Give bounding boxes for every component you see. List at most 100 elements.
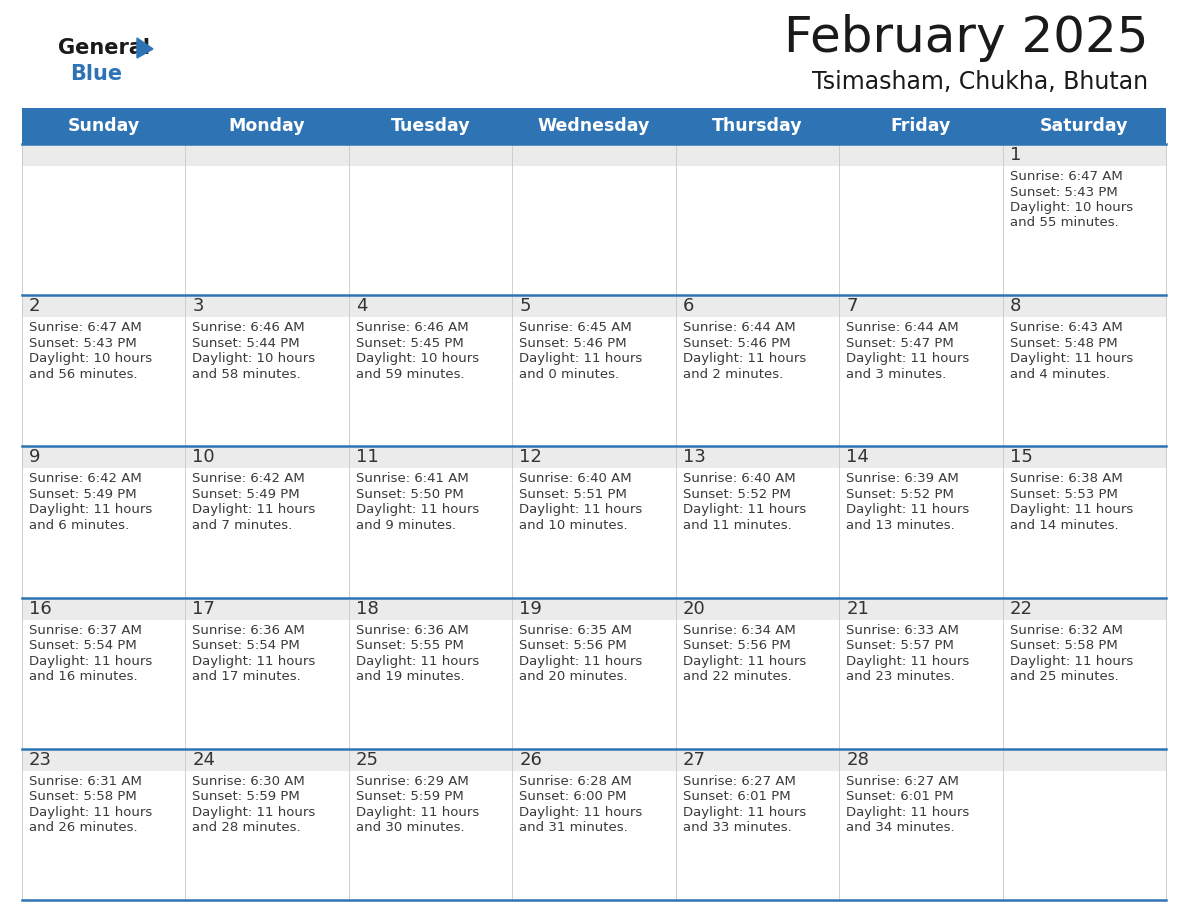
Text: and 25 minutes.: and 25 minutes. (1010, 670, 1118, 683)
Text: Daylight: 11 hours: Daylight: 11 hours (519, 806, 643, 819)
Bar (676, 296, 839, 318)
Bar (349, 144, 512, 166)
Text: Sunrise: 6:37 AM: Sunrise: 6:37 AM (29, 623, 141, 636)
Text: and 56 minutes.: and 56 minutes. (29, 368, 138, 381)
Bar (185, 749, 349, 771)
Text: 22: 22 (1010, 599, 1032, 618)
Text: Sunset: 6:00 PM: Sunset: 6:00 PM (519, 790, 627, 803)
Text: Sunset: 6:01 PM: Sunset: 6:01 PM (846, 790, 954, 803)
Text: 26: 26 (519, 751, 542, 768)
Text: Daylight: 11 hours: Daylight: 11 hours (356, 806, 479, 819)
Text: Wednesday: Wednesday (538, 117, 650, 135)
Text: Sunrise: 6:35 AM: Sunrise: 6:35 AM (519, 623, 632, 636)
Text: Daylight: 11 hours: Daylight: 11 hours (683, 353, 805, 365)
Bar (839, 749, 1003, 771)
Text: and 7 minutes.: and 7 minutes. (192, 519, 292, 532)
Text: 9: 9 (29, 448, 40, 466)
Text: Sunrise: 6:29 AM: Sunrise: 6:29 AM (356, 775, 468, 788)
Text: Sunset: 5:55 PM: Sunset: 5:55 PM (356, 639, 463, 652)
Text: Sunrise: 6:46 AM: Sunrise: 6:46 AM (192, 321, 305, 334)
Text: and 6 minutes.: and 6 minutes. (29, 519, 129, 532)
Text: Sunrise: 6:45 AM: Sunrise: 6:45 AM (519, 321, 632, 334)
Bar (676, 144, 839, 166)
Text: Sunset: 5:44 PM: Sunset: 5:44 PM (192, 337, 301, 350)
Text: and 58 minutes.: and 58 minutes. (192, 368, 301, 381)
Text: Sunrise: 6:40 AM: Sunrise: 6:40 AM (683, 473, 795, 486)
Text: and 22 minutes.: and 22 minutes. (683, 670, 791, 683)
Text: 15: 15 (1010, 448, 1032, 466)
Text: Sunrise: 6:28 AM: Sunrise: 6:28 AM (519, 775, 632, 788)
Text: Sunrise: 6:39 AM: Sunrise: 6:39 AM (846, 473, 959, 486)
Text: Sunrise: 6:43 AM: Sunrise: 6:43 AM (1010, 321, 1123, 334)
Text: Sunset: 5:59 PM: Sunset: 5:59 PM (356, 790, 463, 803)
Bar (1003, 749, 1165, 771)
Text: 23: 23 (29, 751, 52, 768)
Text: and 28 minutes.: and 28 minutes. (192, 822, 301, 834)
Text: Sunset: 5:49 PM: Sunset: 5:49 PM (192, 487, 301, 501)
Bar (1003, 598, 1165, 620)
Text: and 14 minutes.: and 14 minutes. (1010, 519, 1118, 532)
Text: Sunrise: 6:36 AM: Sunrise: 6:36 AM (192, 623, 305, 636)
Text: and 20 minutes.: and 20 minutes. (519, 670, 628, 683)
Text: Sunset: 5:52 PM: Sunset: 5:52 PM (846, 487, 954, 501)
Text: Sunrise: 6:46 AM: Sunrise: 6:46 AM (356, 321, 468, 334)
Text: 8: 8 (1010, 297, 1020, 315)
Bar (676, 749, 839, 771)
Bar (1003, 446, 1165, 468)
Text: and 30 minutes.: and 30 minutes. (356, 822, 465, 834)
Text: Sunrise: 6:36 AM: Sunrise: 6:36 AM (356, 623, 468, 636)
Text: Daylight: 11 hours: Daylight: 11 hours (519, 503, 643, 517)
Text: 27: 27 (683, 751, 706, 768)
Text: 11: 11 (356, 448, 379, 466)
Text: Sunrise: 6:32 AM: Sunrise: 6:32 AM (1010, 623, 1123, 636)
Text: 10: 10 (192, 448, 215, 466)
Text: February 2025: February 2025 (784, 14, 1148, 62)
Text: Daylight: 10 hours: Daylight: 10 hours (29, 353, 152, 365)
Text: Sunset: 5:43 PM: Sunset: 5:43 PM (1010, 185, 1118, 198)
Text: Daylight: 10 hours: Daylight: 10 hours (356, 353, 479, 365)
Bar (349, 296, 512, 318)
Text: and 11 minutes.: and 11 minutes. (683, 519, 791, 532)
Text: Sunset: 5:59 PM: Sunset: 5:59 PM (192, 790, 301, 803)
Bar (839, 296, 1003, 318)
Text: Daylight: 11 hours: Daylight: 11 hours (1010, 503, 1133, 517)
Text: Daylight: 11 hours: Daylight: 11 hours (846, 806, 969, 819)
Bar (185, 598, 349, 620)
Text: Daylight: 11 hours: Daylight: 11 hours (192, 806, 316, 819)
Text: Sunrise: 6:27 AM: Sunrise: 6:27 AM (683, 775, 796, 788)
Text: Daylight: 10 hours: Daylight: 10 hours (1010, 201, 1132, 214)
Text: Sunset: 5:54 PM: Sunset: 5:54 PM (192, 639, 301, 652)
Text: and 26 minutes.: and 26 minutes. (29, 822, 138, 834)
Text: Daylight: 10 hours: Daylight: 10 hours (192, 353, 316, 365)
Text: Sunset: 5:58 PM: Sunset: 5:58 PM (29, 790, 137, 803)
Text: Sunset: 5:51 PM: Sunset: 5:51 PM (519, 487, 627, 501)
Text: Daylight: 11 hours: Daylight: 11 hours (29, 655, 152, 667)
Text: 16: 16 (29, 599, 52, 618)
Text: Daylight: 11 hours: Daylight: 11 hours (192, 655, 316, 667)
Bar (349, 598, 512, 620)
Text: Sunset: 5:47 PM: Sunset: 5:47 PM (846, 337, 954, 350)
Bar (23, 749, 185, 771)
Text: 19: 19 (519, 599, 542, 618)
Bar (23, 108, 1165, 144)
Text: Sunset: 5:58 PM: Sunset: 5:58 PM (1010, 639, 1118, 652)
Text: and 31 minutes.: and 31 minutes. (519, 822, 628, 834)
Text: Sunset: 5:48 PM: Sunset: 5:48 PM (1010, 337, 1117, 350)
Text: Sunset: 5:43 PM: Sunset: 5:43 PM (29, 337, 137, 350)
Text: Daylight: 11 hours: Daylight: 11 hours (683, 806, 805, 819)
Bar (23, 296, 1165, 446)
Bar (512, 749, 676, 771)
Text: Sunrise: 6:47 AM: Sunrise: 6:47 AM (1010, 170, 1123, 183)
Text: 25: 25 (356, 751, 379, 768)
Text: Sunset: 5:46 PM: Sunset: 5:46 PM (519, 337, 627, 350)
Text: 7: 7 (846, 297, 858, 315)
Text: and 19 minutes.: and 19 minutes. (356, 670, 465, 683)
Text: 21: 21 (846, 599, 868, 618)
Bar (839, 446, 1003, 468)
Bar (185, 144, 349, 166)
Text: Daylight: 11 hours: Daylight: 11 hours (356, 655, 479, 667)
Bar (23, 296, 185, 318)
Bar (1003, 144, 1165, 166)
Text: and 59 minutes.: and 59 minutes. (356, 368, 465, 381)
Bar (23, 598, 1165, 749)
